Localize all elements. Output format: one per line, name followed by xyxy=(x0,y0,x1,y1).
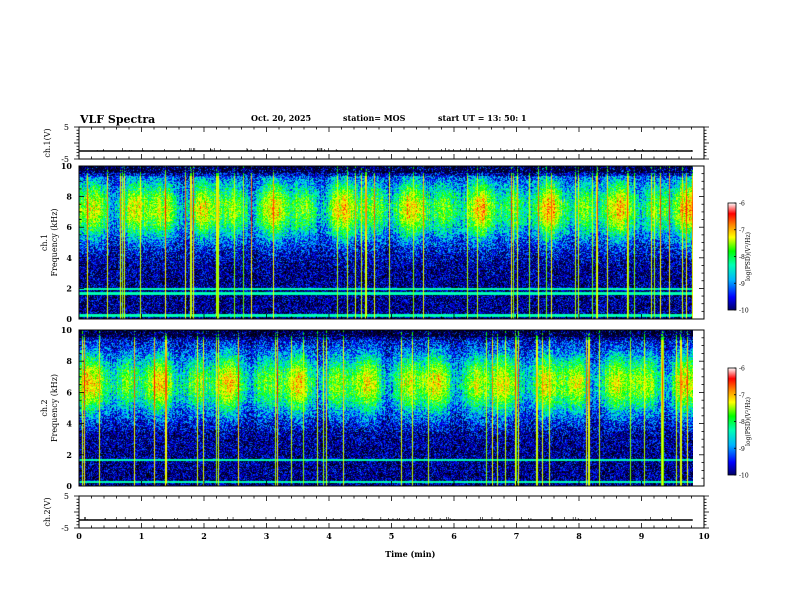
observation-date: Oct. 20, 2025 xyxy=(251,113,312,123)
ch1-spectrogram-colorbar-label: log(PSD)(V²/Hz) xyxy=(745,232,752,281)
ch1-spectrogram-channel-label: ch.1 xyxy=(40,234,49,251)
ch1-spectrogram-ylabel: Frequency (kHz) xyxy=(50,208,59,276)
colorbar-tick-label: -10 xyxy=(739,473,749,480)
y-tick-label: 4 xyxy=(66,253,72,263)
y-tick-label: -5 xyxy=(61,524,69,533)
ch2-spectrogram-colorbar-label: log(PSD)(V²/Hz) xyxy=(745,397,752,446)
x-tick-label: 8 xyxy=(576,531,582,541)
y-tick-label: 2 xyxy=(66,283,72,293)
y-tick-label: -5 xyxy=(61,155,69,164)
y-tick-label: 6 xyxy=(66,222,72,232)
colorbar-tick-label: -8 xyxy=(739,254,745,261)
y-tick-label: 5 xyxy=(64,492,69,501)
colorbar-tick-label: -9 xyxy=(739,446,745,453)
colorbar-tick-label: -7 xyxy=(739,392,745,399)
x-tick-label: 2 xyxy=(201,531,207,541)
chart-title: VLF Spectra xyxy=(80,113,156,126)
x-axis-label: Time (min) xyxy=(385,549,435,559)
start-time-label: start UT = 13: 50: 1 xyxy=(438,113,527,123)
colorbar-tick-label: -8 xyxy=(739,419,745,426)
x-tick-label: 1 xyxy=(139,531,145,541)
x-tick-label: 4 xyxy=(326,531,332,541)
colorbar-tick-label: -9 xyxy=(739,281,745,288)
y-tick-label: 8 xyxy=(66,192,72,202)
ch1-spectrogram-image xyxy=(79,166,693,319)
ch2-waveform-ylabel: ch.2(V) xyxy=(43,497,52,526)
x-tick-label: 0 xyxy=(76,531,82,541)
ch2-spectrogram-ylabel: Frequency (kHz) xyxy=(50,374,59,442)
station-label: station= MOS xyxy=(343,113,406,123)
x-tick-label: 5 xyxy=(389,531,395,541)
y-tick-label: 4 xyxy=(66,419,72,429)
colorbar-tick-label: -6 xyxy=(739,366,745,373)
y-tick-label: 10 xyxy=(61,325,73,335)
y-tick-label: 2 xyxy=(66,450,72,460)
colorbar-tick-label: -6 xyxy=(739,201,745,208)
ch2-spectrogram-channel-label: ch.2 xyxy=(40,399,49,416)
x-tick-label: 9 xyxy=(639,531,645,541)
colorbar-tick-label: -7 xyxy=(739,227,745,234)
y-tick-label: 0 xyxy=(66,314,72,324)
x-tick-label: 6 xyxy=(451,531,457,541)
colorbar-tick-label: -10 xyxy=(739,308,749,315)
y-tick-label: 10 xyxy=(61,161,73,171)
x-tick-label: 3 xyxy=(264,531,270,541)
y-tick-label: 8 xyxy=(66,356,72,366)
y-tick-label: 6 xyxy=(66,387,72,397)
ch1-waveform-ylabel: ch.1(V) xyxy=(43,128,52,157)
ch2-spectrogram-image xyxy=(79,330,693,486)
x-tick-label: 10 xyxy=(698,531,710,541)
y-tick-label: 5 xyxy=(64,123,69,132)
x-tick-label: 7 xyxy=(514,531,520,541)
y-tick-label: 0 xyxy=(66,481,72,491)
